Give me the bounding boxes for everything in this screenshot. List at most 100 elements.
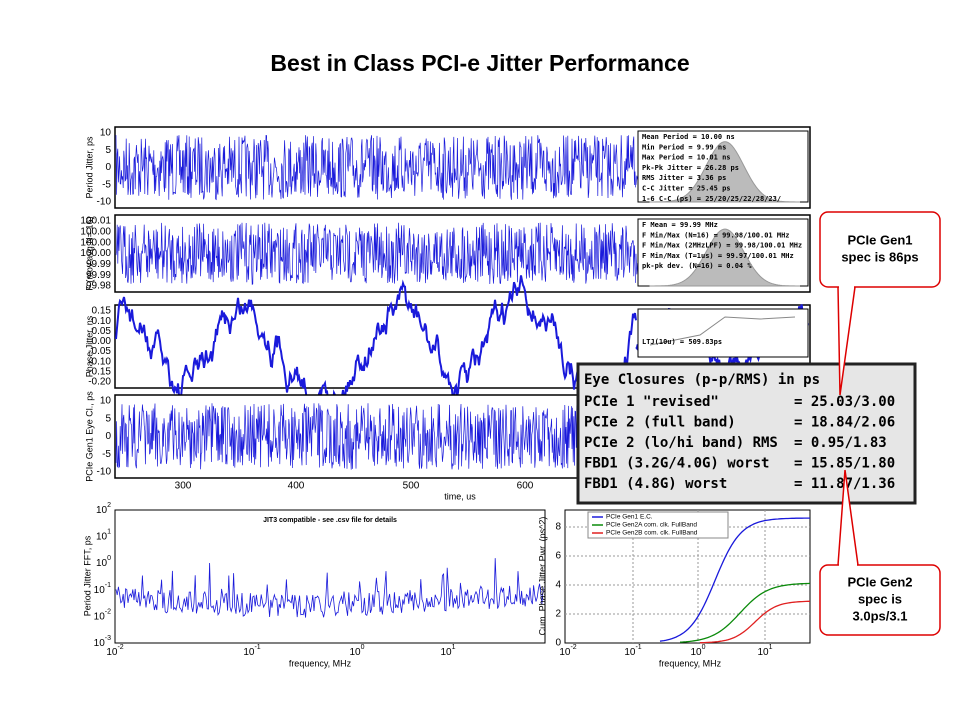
y-tick-label: -10: [97, 467, 112, 478]
y-tick-label: -5: [102, 449, 111, 460]
stats-line: 1-6 C-C (ps) = 25/20/25/22/28/23/: [642, 195, 781, 203]
x-axis-label: frequency, MHz: [659, 658, 722, 668]
callout-text: PCIe Gen1: [847, 232, 912, 247]
histogram: [649, 228, 801, 287]
legend-box: [587, 511, 729, 539]
y-tick-label: 4: [555, 580, 561, 591]
tick-base: 10: [94, 584, 106, 595]
stats-line: Min Period = 9.99 ns: [642, 143, 726, 151]
trace: [115, 134, 636, 201]
eye-box: [576, 362, 917, 505]
trace: [115, 222, 636, 285]
callout-text: 3.0ps/3.1: [853, 608, 908, 623]
callout-box: [819, 564, 941, 636]
eye-row-label: PCIe 2 (full band): [584, 415, 736, 431]
tick-exp: -2: [570, 644, 576, 651]
trace: [115, 275, 637, 431]
stats-line: pk-pk dev. (N=16) = 0.04 %: [642, 262, 752, 270]
tick-exp: -2: [117, 644, 123, 651]
fft-trace: [115, 558, 544, 618]
cum-curve: [659, 517, 810, 642]
cum-curve: [679, 582, 811, 643]
tick-base: 10: [243, 647, 255, 658]
y-tick-label: 6: [555, 551, 561, 562]
tick-base: 10: [94, 638, 106, 649]
tick-exp: -3: [105, 635, 111, 642]
tick-base: 10: [690, 647, 702, 658]
eye-row-value: = 25.03/3.00: [794, 394, 895, 410]
tick-exp: 0: [107, 555, 111, 562]
y-tick-label: -10: [97, 197, 112, 208]
fft-frame: [114, 509, 546, 644]
slide-title: Best in Class PCI-e Jitter Performance: [270, 50, 689, 76]
fft-note: JIT3 compatible - see .csv file for deta…: [263, 517, 397, 524]
tick-base: 10: [96, 531, 108, 542]
tick-label: 10-3: [94, 635, 111, 649]
tick-label: 101: [757, 644, 772, 658]
tick-base: 10: [94, 611, 106, 622]
tick-exp: -1: [635, 644, 641, 651]
x-axis-label: frequency, MHz: [289, 658, 352, 668]
callout-pointer: [837, 286, 856, 396]
tick-exp: -1: [105, 582, 111, 589]
tick-base: 10: [624, 647, 636, 658]
y-axis-label: PCIe Gen1 Eye Cl., ps: [84, 391, 94, 482]
y-tick-label: 99.98: [86, 281, 111, 292]
tick-base: 10: [96, 505, 108, 516]
y-axis-label: F (mov.avg,N= 16): [84, 216, 94, 290]
stats-line: Pk-Pk Jitter = 26.28 ps: [642, 164, 739, 172]
tick-exp: 0: [361, 644, 365, 651]
y-tick-label: 10: [100, 128, 112, 139]
stats-line: F Mean = 99.99 MHz: [642, 221, 718, 229]
tick-label: 100: [690, 644, 705, 658]
callout-text: spec is 86ps: [841, 249, 918, 264]
y-tick-label: 0.00: [92, 336, 112, 347]
tick-label: 100: [96, 555, 111, 569]
tick-base: 10: [106, 647, 118, 658]
callout-text: PCIe Gen2: [847, 574, 912, 589]
tick-exp: 2: [107, 502, 111, 509]
eye-row-label: PCIe 1 "revised": [584, 394, 719, 410]
y-tick-label: 5: [105, 145, 111, 156]
stats-line: RMS Jitter = 3.36 ps: [642, 174, 726, 182]
tick-label: 10-2: [559, 644, 576, 658]
y-tick-label: 100.00: [80, 248, 111, 259]
callout-box: [819, 211, 941, 288]
tick-label: 10-2: [106, 644, 123, 658]
tick-label: 10-1: [94, 582, 111, 596]
x-tick-label: 400: [288, 481, 305, 492]
tick-label: 102: [96, 502, 111, 516]
y-tick-label: 0.10: [92, 316, 112, 327]
stats-line: F Min/Max (2MHzLPF) = 99.98/100.01 MHz: [642, 242, 802, 250]
eye-row-value: = 15.85/1.80: [794, 456, 895, 472]
tick-label: 101: [96, 528, 111, 542]
y-tick-label: 100.01: [80, 216, 111, 227]
y-tick-label: -0.05: [88, 346, 111, 357]
stats-line: Mean Period = 10.00 ns: [642, 133, 735, 141]
y-tick-label: -0.20: [88, 377, 111, 388]
y-tick-label: 0: [105, 431, 111, 442]
legend-label: PCIe Gen1 E.C.: [606, 514, 653, 521]
eye-header: Eye Closures (p-p/RMS) in ps: [584, 372, 820, 388]
tick-label: 10-2: [94, 608, 111, 622]
tick-base: 10: [96, 558, 108, 569]
y-tick-label: 2: [555, 609, 561, 620]
y-tick-label: 0: [555, 638, 561, 649]
legend-label: PCIe Gen2B com. clk. FullBand: [606, 530, 698, 537]
y-axis-label: Period Jitter, ps: [84, 136, 94, 199]
eye-row-label: PCIe 2 (lo/hi band) RMS: [584, 435, 778, 451]
x-axis-label: time, us: [444, 491, 476, 501]
tick-exp: 1: [107, 528, 111, 535]
tick-base: 10: [440, 647, 452, 658]
tick-label: 101: [440, 644, 455, 658]
eye-row-value: = 0.95/1.83: [794, 435, 887, 451]
y-tick-label: 5: [105, 413, 111, 424]
y-tick-label: 100.00: [80, 237, 111, 248]
y-tick-label: 99.99: [86, 270, 111, 281]
tick-exp: 0: [702, 644, 706, 651]
tick-base: 10: [559, 647, 571, 658]
eye-row-label: FBD1 (3.2G/4.0G) worst: [584, 456, 769, 472]
callout-text: spec is: [858, 591, 902, 606]
tick-exp: 1: [769, 644, 773, 651]
